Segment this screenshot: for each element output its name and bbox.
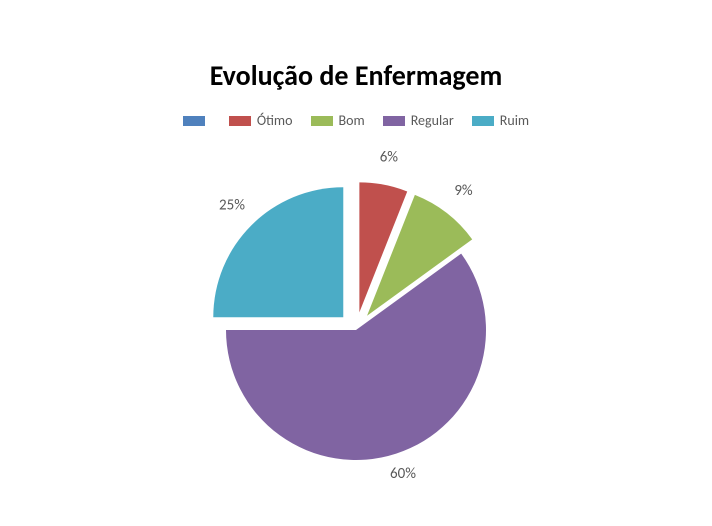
pie-chart: 6% 9% 60% 25% — [0, 150, 712, 510]
chart-title: Evolução de Enfermagem — [0, 58, 712, 93]
legend-item: Bom — [311, 112, 365, 129]
legend-item: Regular — [383, 112, 454, 129]
legend-label: Bom — [339, 112, 365, 129]
pie-label-regular: 60% — [390, 465, 416, 483]
legend-swatch — [472, 116, 494, 126]
legend-swatch — [183, 116, 205, 126]
legend-label: Ruim — [500, 112, 529, 129]
legend-item: Ruim — [472, 112, 529, 129]
legend-swatch — [229, 116, 251, 126]
legend-item — [183, 116, 211, 126]
legend-item: Ótimo — [229, 112, 293, 129]
legend: Ótimo Bom Regular Ruim — [0, 112, 712, 129]
pie-area: 6% 9% 60% 25% — [0, 150, 712, 526]
legend-swatch — [383, 116, 405, 126]
pie-label-bom: 9% — [454, 182, 473, 200]
pie-label-ruim: 25% — [219, 197, 245, 215]
legend-label: Regular — [411, 112, 454, 129]
legend-swatch — [311, 116, 333, 126]
chart-container: Evolução de Enfermagem Ótimo Bom Regular… — [0, 0, 712, 526]
pie-label-ótimo: 6% — [380, 150, 399, 166]
legend-label: Ótimo — [257, 112, 293, 129]
